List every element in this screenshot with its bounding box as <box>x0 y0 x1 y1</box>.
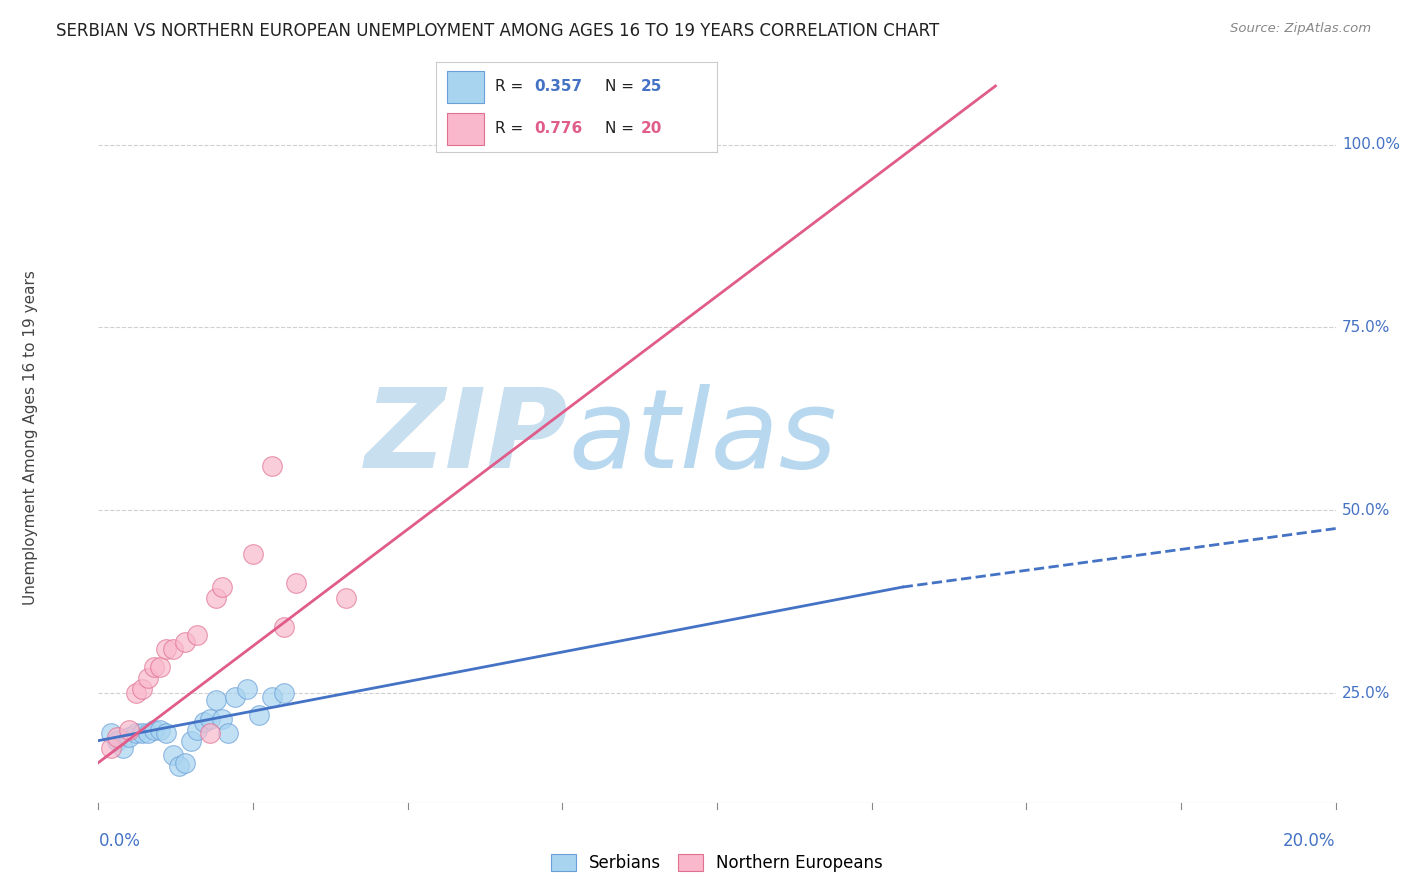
Point <box>198 726 221 740</box>
Point <box>143 723 166 737</box>
Text: R =: R = <box>495 79 529 95</box>
Point <box>180 733 202 747</box>
Point <box>217 726 239 740</box>
Point <box>242 547 264 561</box>
Point <box>174 635 197 649</box>
Point <box>100 740 122 755</box>
Point <box>167 759 190 773</box>
Text: 20: 20 <box>641 121 662 136</box>
Point <box>131 682 153 697</box>
Text: 0.0%: 0.0% <box>98 832 141 850</box>
Point <box>211 712 233 726</box>
Point <box>149 660 172 674</box>
Bar <box>447 71 484 103</box>
Point <box>136 672 159 686</box>
Point <box>186 627 208 641</box>
Point <box>260 690 283 704</box>
Point <box>155 726 177 740</box>
Text: 20.0%: 20.0% <box>1284 832 1336 850</box>
Point <box>124 726 146 740</box>
Point <box>155 642 177 657</box>
Point <box>143 660 166 674</box>
Point <box>149 723 172 737</box>
Point <box>112 740 135 755</box>
Point <box>260 459 283 474</box>
Point <box>335 591 357 605</box>
Text: 0.357: 0.357 <box>534 79 582 95</box>
Point <box>118 723 141 737</box>
Point <box>205 693 228 707</box>
Point <box>162 642 184 657</box>
Point <box>205 591 228 605</box>
Point <box>236 682 259 697</box>
Point <box>247 708 270 723</box>
Text: Source: ZipAtlas.com: Source: ZipAtlas.com <box>1230 22 1371 36</box>
Text: ZIP: ZIP <box>366 384 568 491</box>
Point <box>186 723 208 737</box>
Text: atlas: atlas <box>568 384 837 491</box>
Bar <box>447 113 484 145</box>
Text: 25.0%: 25.0% <box>1341 686 1391 700</box>
Point <box>198 712 221 726</box>
Point <box>105 733 128 747</box>
Text: SERBIAN VS NORTHERN EUROPEAN UNEMPLOYMENT AMONG AGES 16 TO 19 YEARS CORRELATION : SERBIAN VS NORTHERN EUROPEAN UNEMPLOYMEN… <box>56 22 939 40</box>
Point <box>273 620 295 634</box>
Point <box>105 730 128 744</box>
Point <box>131 726 153 740</box>
Text: R =: R = <box>495 121 529 136</box>
Text: 25: 25 <box>641 79 662 95</box>
Text: 0.776: 0.776 <box>534 121 582 136</box>
Point <box>100 726 122 740</box>
Text: 75.0%: 75.0% <box>1341 320 1391 334</box>
Point <box>224 690 246 704</box>
Point <box>136 726 159 740</box>
Text: Unemployment Among Ages 16 to 19 years: Unemployment Among Ages 16 to 19 years <box>22 269 38 605</box>
Point <box>193 715 215 730</box>
Point <box>273 686 295 700</box>
Point <box>118 730 141 744</box>
Point <box>174 756 197 770</box>
Point <box>124 686 146 700</box>
Text: 50.0%: 50.0% <box>1341 503 1391 517</box>
Legend: Serbians, Northern Europeans: Serbians, Northern Europeans <box>544 847 890 879</box>
Text: 100.0%: 100.0% <box>1341 137 1400 152</box>
Text: N =: N = <box>605 121 638 136</box>
Point <box>285 576 308 591</box>
Text: N =: N = <box>605 79 638 95</box>
Point <box>211 580 233 594</box>
Point <box>162 748 184 763</box>
